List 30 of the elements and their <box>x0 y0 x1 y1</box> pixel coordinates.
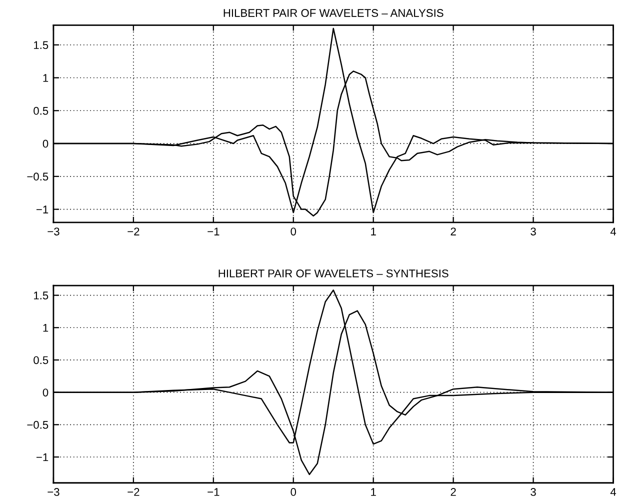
x-tick-label: 0 <box>290 228 296 236</box>
y-tick-label: 0.5 <box>34 106 48 115</box>
y-tick-label: −0.5 <box>27 420 48 429</box>
x-tick-label: 2 <box>450 488 456 496</box>
y-tick-label: 1.5 <box>34 41 48 50</box>
chart-title: HILBERT PAIR OF WAVELETS – ANALYSIS <box>224 9 444 17</box>
x-tick-label: 2 <box>450 228 456 236</box>
x-tick-label: −1 <box>208 228 220 236</box>
y-tick-label: −1 <box>36 453 48 462</box>
y-tick-label: 0 <box>42 388 48 396</box>
x-tick-label: −1 <box>208 488 220 496</box>
y-tick-label: −1 <box>36 206 48 214</box>
y-tick-label: 1 <box>43 324 48 332</box>
y-tick-label: 1 <box>43 74 48 82</box>
y-tick-label: 1.5 <box>34 292 48 300</box>
x-tick-label: 1 <box>371 488 376 496</box>
x-tick-label: −3 <box>48 228 60 236</box>
x-tick-label: 1 <box>371 228 376 236</box>
x-tick-label: 0 <box>290 488 296 496</box>
y-tick-label: 0.5 <box>34 356 48 364</box>
x-tick-label: 3 <box>530 488 536 496</box>
y-tick-label: 0 <box>42 140 48 148</box>
x-tick-label: 3 <box>530 228 536 236</box>
chart-title: HILBERT PAIR OF WAVELETS – SYNTHESIS <box>218 269 448 278</box>
x-tick-label: 4 <box>610 488 616 496</box>
y-tick-label: −0.5 <box>27 172 48 181</box>
x-tick-label: −3 <box>48 488 60 496</box>
x-tick-label: −2 <box>128 228 140 236</box>
x-tick-label: −2 <box>128 488 140 496</box>
x-tick-label: 4 <box>610 228 616 236</box>
